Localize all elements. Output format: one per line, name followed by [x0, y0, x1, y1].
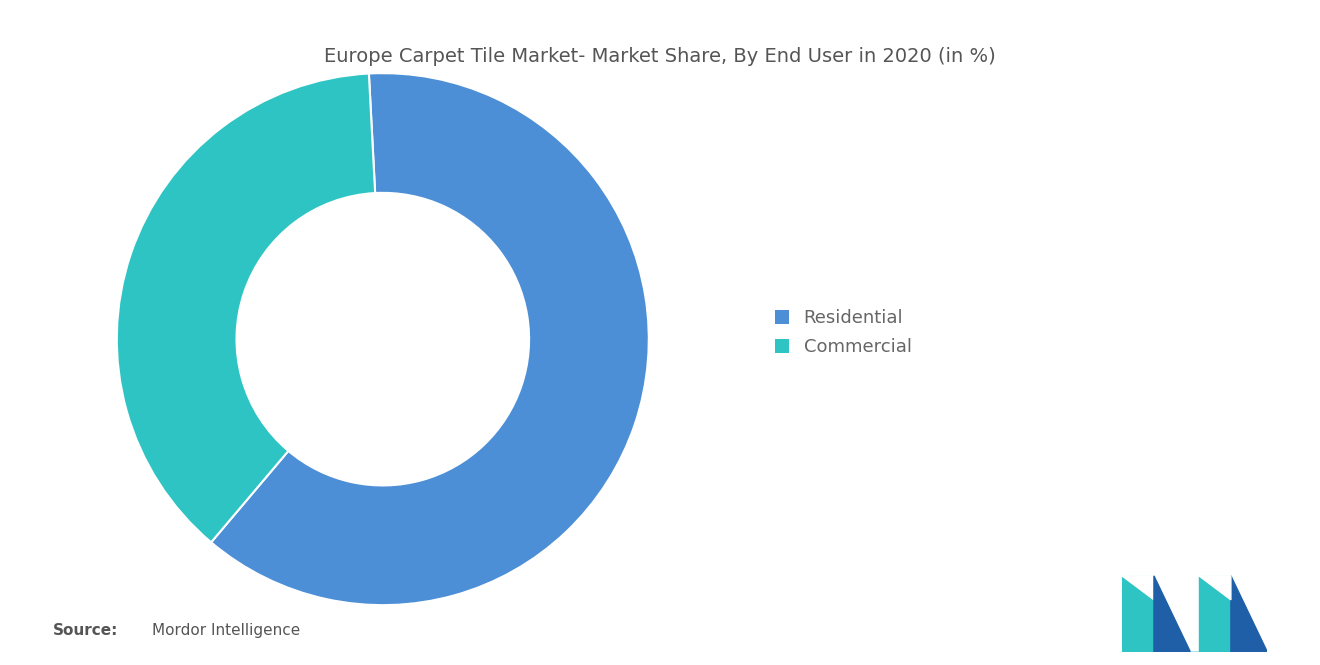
Text: Mordor Intelligence: Mordor Intelligence	[152, 623, 300, 638]
Polygon shape	[1232, 576, 1267, 652]
Text: Source:: Source:	[53, 623, 119, 638]
Polygon shape	[1122, 576, 1154, 652]
Polygon shape	[1122, 576, 1154, 600]
Polygon shape	[1154, 576, 1191, 652]
Polygon shape	[1191, 576, 1232, 652]
Polygon shape	[1199, 576, 1232, 600]
Legend: Residential, Commercial: Residential, Commercial	[775, 309, 912, 356]
Text: Europe Carpet Tile Market- Market Share, By End User in 2020 (in %): Europe Carpet Tile Market- Market Share,…	[325, 47, 995, 66]
Wedge shape	[211, 73, 649, 605]
Wedge shape	[116, 74, 375, 543]
